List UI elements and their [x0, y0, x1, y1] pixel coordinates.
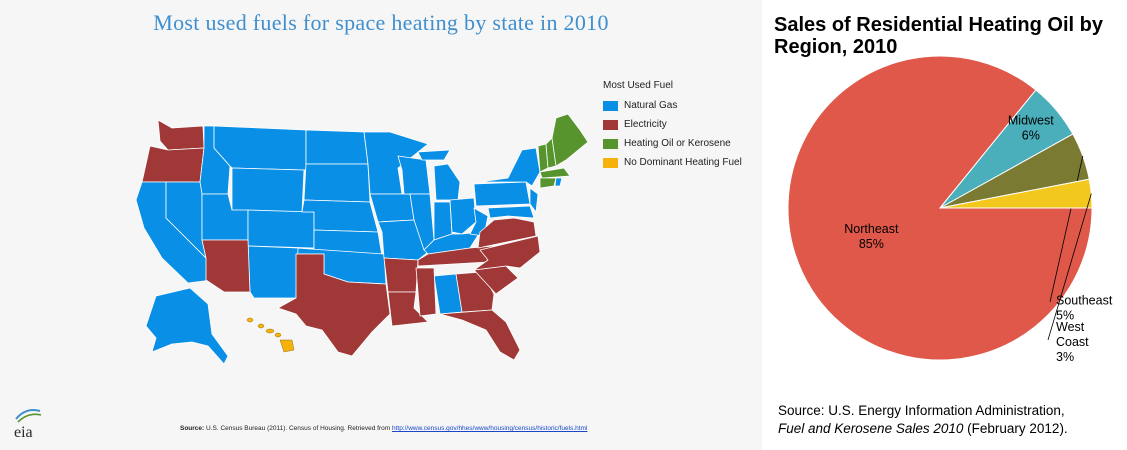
- map-title: Most used fuels for space heating by sta…: [153, 10, 609, 35]
- legend-swatch: [603, 157, 618, 168]
- pie-source-line1: Source: U.S. Energy Information Administ…: [778, 403, 1065, 418]
- state-alaska: [145, 287, 229, 365]
- heating-oil-pie-chart: Northeast 85% Midwest 6% Southeast 5%West Coas…: [787, 55, 1113, 364]
- legend-label: Natural Gas: [624, 100, 678, 111]
- pie-slice-northeast: [787, 55, 1093, 361]
- pie-source-date: (February 2012).: [963, 421, 1068, 436]
- state-fuel-map-panel: Most used fuels for space heating by sta…: [14, 10, 742, 441]
- state-connecticut: [539, 177, 557, 189]
- pie-label-southeast: Southeast 5%: [1056, 294, 1113, 323]
- pie-title: Sales of Residential Heating Oil by Regi…: [774, 14, 1103, 58]
- legend-swatch: [603, 138, 618, 149]
- state-new-jersey: [529, 187, 539, 213]
- legend-label: Heating Oil or Kerosene: [624, 138, 731, 149]
- state-north-carolina: [473, 235, 541, 271]
- legend-item-heating-oil: Heating Oil or Kerosene: [603, 134, 742, 153]
- state-new-york: [479, 147, 541, 187]
- pie-label-northeast: Northeast 85%: [844, 222, 899, 251]
- state-florida: [439, 309, 521, 361]
- legend-swatch: [603, 119, 618, 130]
- state-maine: [551, 113, 589, 167]
- eia-logo-text: eia: [14, 424, 33, 441]
- legend-label: Electricity: [624, 119, 667, 130]
- pie-label-west-coast: West Coast 3%: [1056, 320, 1089, 364]
- us-state-map: [135, 113, 589, 365]
- map-source: Source: U.S. Census Bureau (2011). Censu…: [180, 425, 587, 432]
- pie-source-line2: Fuel and Kerosene Sales 2010 (February 2…: [778, 420, 1068, 438]
- state-arizona: [201, 239, 251, 293]
- state-virginia: [477, 217, 537, 249]
- state-washington: [157, 119, 205, 151]
- pie-source-publication: Fuel and Kerosene Sales 2010: [778, 421, 964, 436]
- state-maryland: [487, 205, 535, 219]
- state-wisconsin: [397, 155, 431, 195]
- state-texas: [277, 253, 391, 357]
- pie-label-midwest: Midwest 6%: [1008, 113, 1054, 142]
- state-ohio: [449, 197, 477, 235]
- state-arkansas: [383, 257, 419, 293]
- pie-leader-line: [1049, 155, 1084, 303]
- state-oregon: [141, 145, 205, 183]
- eia-logo: eia: [14, 409, 42, 441]
- state-north-dakota: [305, 129, 369, 165]
- state-massachusetts: [539, 167, 571, 179]
- pie-source: Source: U.S. Energy Information Administ…: [778, 402, 1068, 438]
- state-montana: [213, 125, 307, 171]
- state-rhode-island: [554, 177, 563, 187]
- legend-item-natural-gas: Natural Gas: [603, 96, 742, 115]
- legend-item-no-dominant: No Dominant Heating Fuel: [603, 153, 742, 172]
- state-south-dakota: [303, 163, 371, 203]
- state-wyoming: [231, 167, 305, 213]
- map-source-link[interactable]: http://www.census.gov/hhes/www/housing/c…: [391, 425, 588, 432]
- legend-item-electricity: Electricity: [603, 115, 742, 134]
- state-new-mexico: [247, 245, 299, 299]
- state-minnesota: [363, 131, 429, 195]
- state-hawaii: [246, 317, 295, 353]
- map-legend: Most Used Fuel Natural Gas Electricity H…: [603, 80, 742, 172]
- map-source-text: U.S. Census Bureau (2011). Census of Hou…: [206, 425, 391, 432]
- heating-oil-pie-panel: Sales of Residential Heating Oil by Regi…: [762, 0, 1127, 450]
- legend-title: Most Used Fuel: [603, 80, 674, 91]
- legend-swatch: [603, 100, 618, 111]
- state-iowa: [369, 193, 415, 223]
- state-colorado: [247, 209, 315, 249]
- map-source-label: Source:: [180, 425, 205, 432]
- state-indiana: [433, 201, 453, 241]
- pie-leader-line: [1047, 193, 1092, 341]
- state-mississippi: [415, 267, 437, 317]
- legend-label: No Dominant Heating Fuel: [624, 157, 742, 168]
- state-pennsylvania: [473, 181, 531, 207]
- state-michigan: [417, 149, 461, 201]
- state-tennessee: [417, 245, 495, 267]
